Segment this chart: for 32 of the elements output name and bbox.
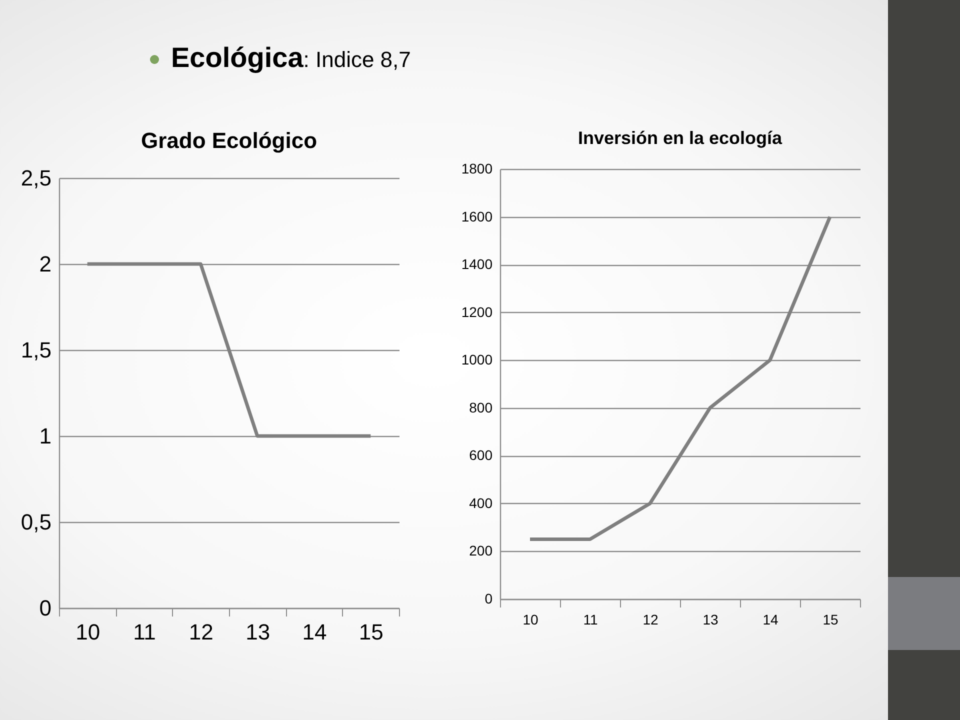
- x-tick-label: 14: [762, 612, 778, 628]
- y-tick-label: 0: [39, 596, 52, 620]
- x-tick-label: 10: [76, 620, 100, 644]
- text: Ecológica: [171, 42, 304, 73]
- y-tick-label: 1200: [461, 304, 493, 320]
- x-tick-label: 12: [188, 620, 214, 644]
- text: : Indice 8,7: [303, 47, 411, 72]
- y-tick-label: 600: [469, 447, 493, 464]
- x-tick-label: 15: [358, 620, 384, 644]
- y-tick-label: 1000: [461, 352, 493, 368]
- y-tick-label: 2,5: [20, 166, 52, 190]
- x-tick-label: 11: [583, 612, 598, 628]
- x-tick-label: 13: [702, 612, 718, 628]
- x-tick-label: 11: [133, 620, 156, 644]
- y-tick-label: 2: [39, 252, 52, 276]
- y-tick-label: 0: [484, 590, 493, 606]
- y-tick-label: 200: [469, 542, 493, 559]
- y-tick-label: 400: [469, 494, 493, 511]
- x-tick-label: 13: [246, 620, 270, 644]
- y-tick-label: 0,5: [20, 510, 52, 534]
- chart-title: Grado Ecológico: [140, 128, 318, 153]
- x-tick-label: 12: [642, 612, 658, 628]
- y-tick-label: 1,5: [20, 338, 52, 362]
- y-tick-label: 1800: [461, 160, 493, 176]
- y-tick-label: 1: [39, 424, 52, 448]
- x-tick-label: 15: [822, 612, 838, 628]
- x-tick-label: 14: [302, 620, 327, 644]
- x-tick-label: 10: [522, 612, 538, 628]
- y-tick-label: 1600: [461, 208, 493, 224]
- y-tick-label: 1400: [461, 256, 493, 272]
- chart-title: Inversión en la ecología: [578, 128, 784, 148]
- y-tick-label: 800: [469, 399, 493, 416]
